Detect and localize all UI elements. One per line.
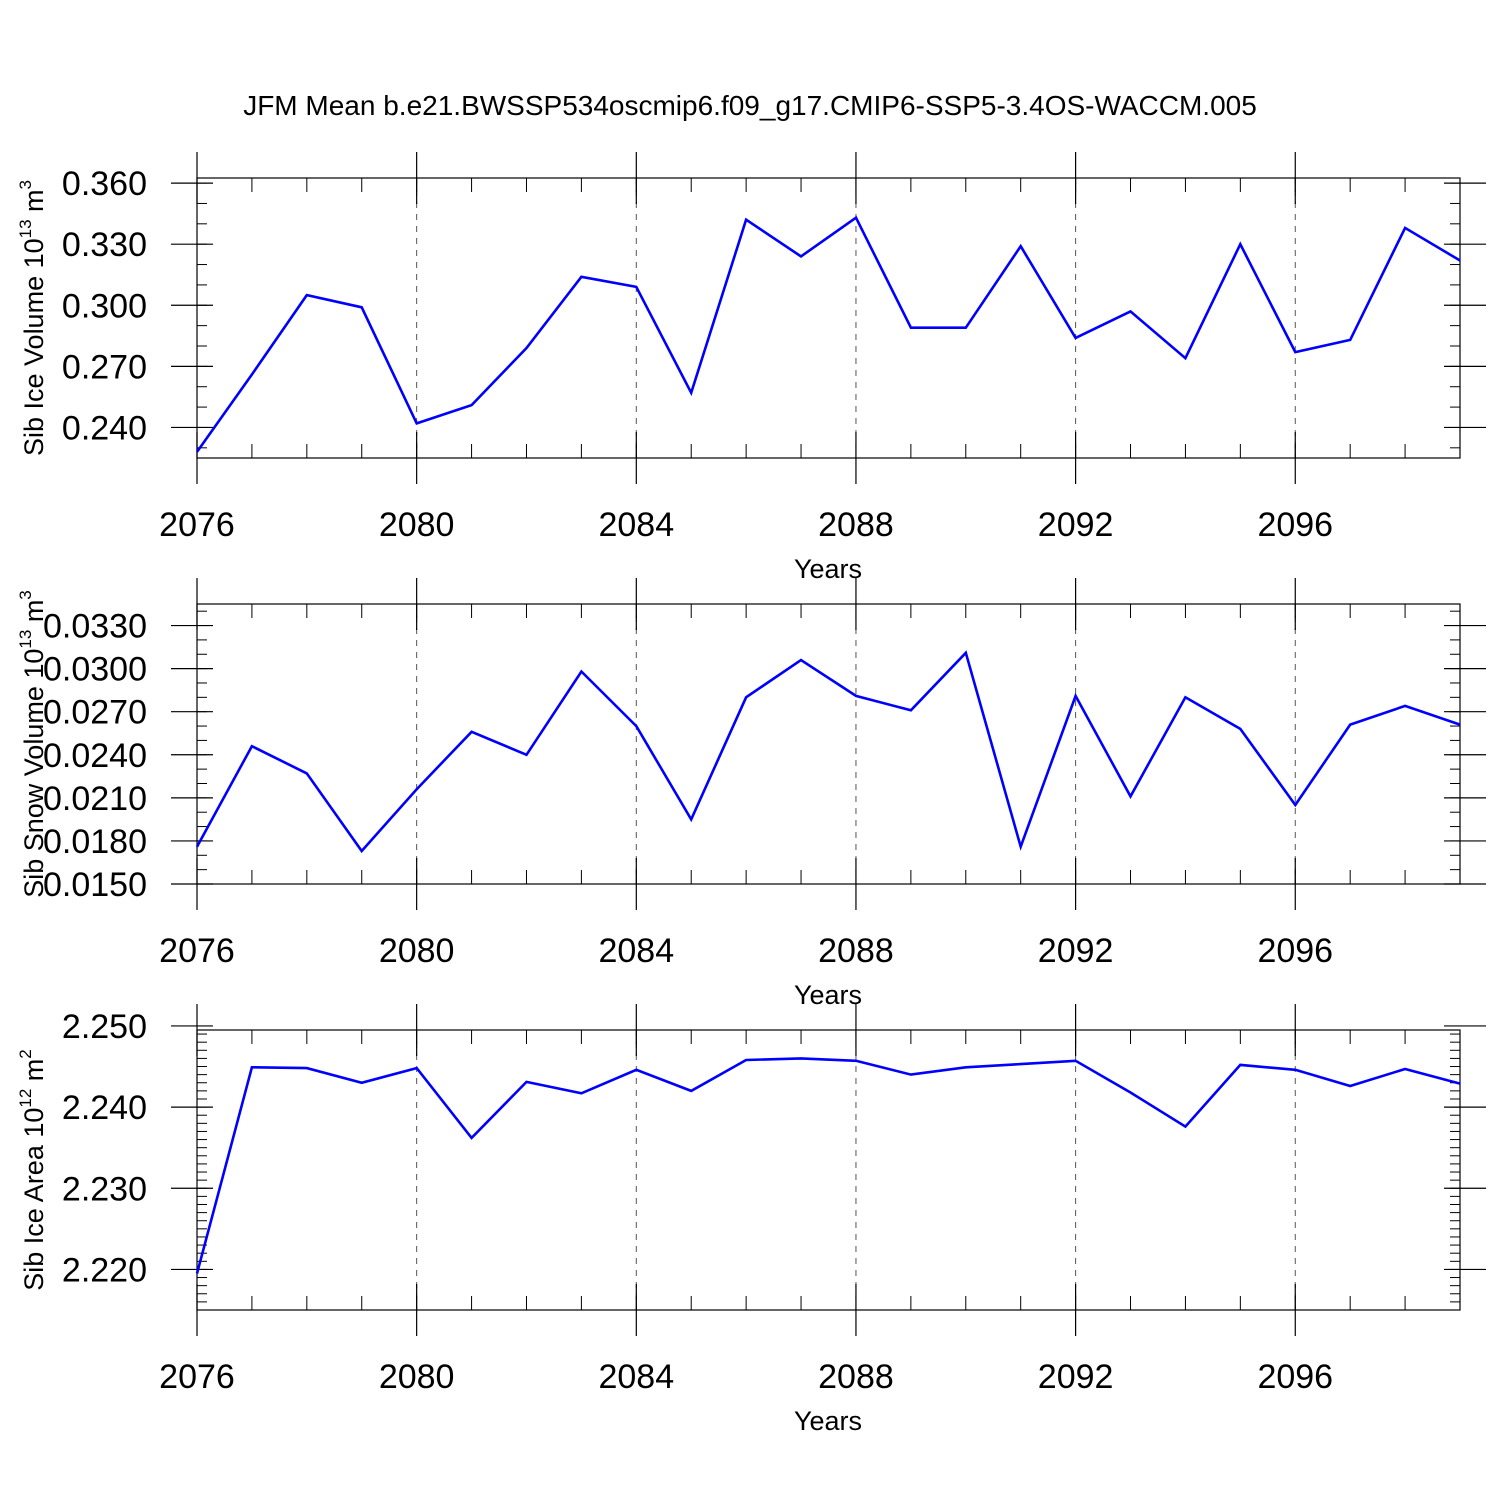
y-axis-title: Sib Snow Volume 1013 m3 bbox=[16, 590, 49, 898]
x-tick-label: 2084 bbox=[598, 932, 674, 970]
y-tick-label: 0.330 bbox=[62, 226, 147, 264]
panel-ice-area: 2.220 2.230 2.240 2.250 2076 2080 2084 2088 2092… bbox=[16, 1004, 1486, 1436]
x-tick-label: 2092 bbox=[1038, 506, 1114, 544]
y-tick-label: 0.0210 bbox=[43, 780, 147, 818]
x-tick-label: 2076 bbox=[159, 1358, 235, 1396]
x-tick-label: 2096 bbox=[1257, 506, 1333, 544]
y-tick-label: 2.220 bbox=[62, 1251, 147, 1289]
y-axis-title-part: Sib Snow Volume 10 bbox=[19, 649, 49, 898]
y-tick-label: 0.360 bbox=[62, 165, 147, 203]
x-tick-label: 2084 bbox=[598, 1358, 674, 1396]
panel-ice-volume: 0.240 0.270 0.300 0.330 0.360 2076 2080 2084 208… bbox=[16, 152, 1486, 584]
x-tick-label: 2088 bbox=[818, 932, 894, 970]
y-tick-label: 0.240 bbox=[62, 409, 147, 447]
y-axis-title: Sib Ice Volume 1013 m3 bbox=[16, 180, 49, 456]
plot-frame bbox=[196, 1029, 1461, 1311]
y-tick-label: 0.0270 bbox=[43, 694, 147, 732]
y-axis-title-part: 12 bbox=[16, 1089, 35, 1108]
series-line bbox=[195, 1057, 1461, 1274]
y-axis-title-part: Sib Ice Volume 10 bbox=[19, 238, 49, 456]
plot-frame bbox=[196, 177, 1461, 459]
x-tick-label: 2076 bbox=[159, 506, 235, 544]
x-tick-label: 2092 bbox=[1038, 1358, 1114, 1396]
y-tick-label: 0.300 bbox=[62, 287, 147, 325]
y-tick-label: 0.0150 bbox=[43, 866, 147, 904]
y-axis-title-part: 13 bbox=[16, 630, 35, 649]
plot-frame bbox=[196, 603, 1461, 885]
y-axis-title-part: 13 bbox=[16, 219, 35, 238]
y-tick-label: 2.250 bbox=[62, 1008, 147, 1046]
x-axis-title: Years bbox=[794, 554, 862, 584]
x-tick-label: 2088 bbox=[818, 506, 894, 544]
y-tick-label: 0.270 bbox=[62, 348, 147, 386]
x-tick-label: 2080 bbox=[379, 932, 455, 970]
x-tick-label: 2088 bbox=[818, 1358, 894, 1396]
y-tick-label: 0.0180 bbox=[43, 823, 147, 861]
y-axis-title-part: Sib Ice Area 10 bbox=[19, 1108, 49, 1291]
x-tick-label: 2084 bbox=[598, 506, 674, 544]
x-tick-label: 2076 bbox=[159, 932, 235, 970]
y-axis-title-part: m bbox=[19, 189, 49, 219]
y-tick-label: 2.240 bbox=[62, 1089, 147, 1127]
y-tick-label: 0.0240 bbox=[43, 737, 147, 775]
y-tick-label: 0.0300 bbox=[43, 651, 147, 689]
y-axis-title: Sib Ice Area 1012 m2 bbox=[16, 1049, 49, 1291]
series-line bbox=[195, 215, 1461, 453]
x-tick-label: 2096 bbox=[1257, 932, 1333, 970]
x-axis-title: Years bbox=[794, 980, 862, 1010]
y-axis-title-part: m bbox=[19, 1059, 49, 1089]
x-tick-label: 2080 bbox=[379, 1358, 455, 1396]
x-tick-label: 2080 bbox=[379, 506, 455, 544]
x-axis-title: Years bbox=[794, 1406, 862, 1436]
x-tick-label: 2096 bbox=[1257, 1358, 1333, 1396]
y-tick-label: 2.230 bbox=[62, 1170, 147, 1208]
y-axis-title-part: 3 bbox=[16, 590, 35, 599]
series-line bbox=[195, 650, 1461, 854]
y-axis-title-part: m bbox=[19, 600, 49, 630]
panel-snow-volume: 0.0150 0.0180 0.0210 0.0240 0.0270 0.0300 0.03… bbox=[16, 578, 1486, 1010]
y-tick-label: 0.0330 bbox=[43, 608, 147, 646]
y-axis-title-part: 3 bbox=[16, 180, 35, 189]
y-axis-title-part: 2 bbox=[16, 1049, 35, 1058]
figure-title: JFM Mean b.e21.BWSSP534oscmip6.f09_g17.C… bbox=[243, 90, 1257, 121]
x-tick-label: 2092 bbox=[1038, 932, 1114, 970]
